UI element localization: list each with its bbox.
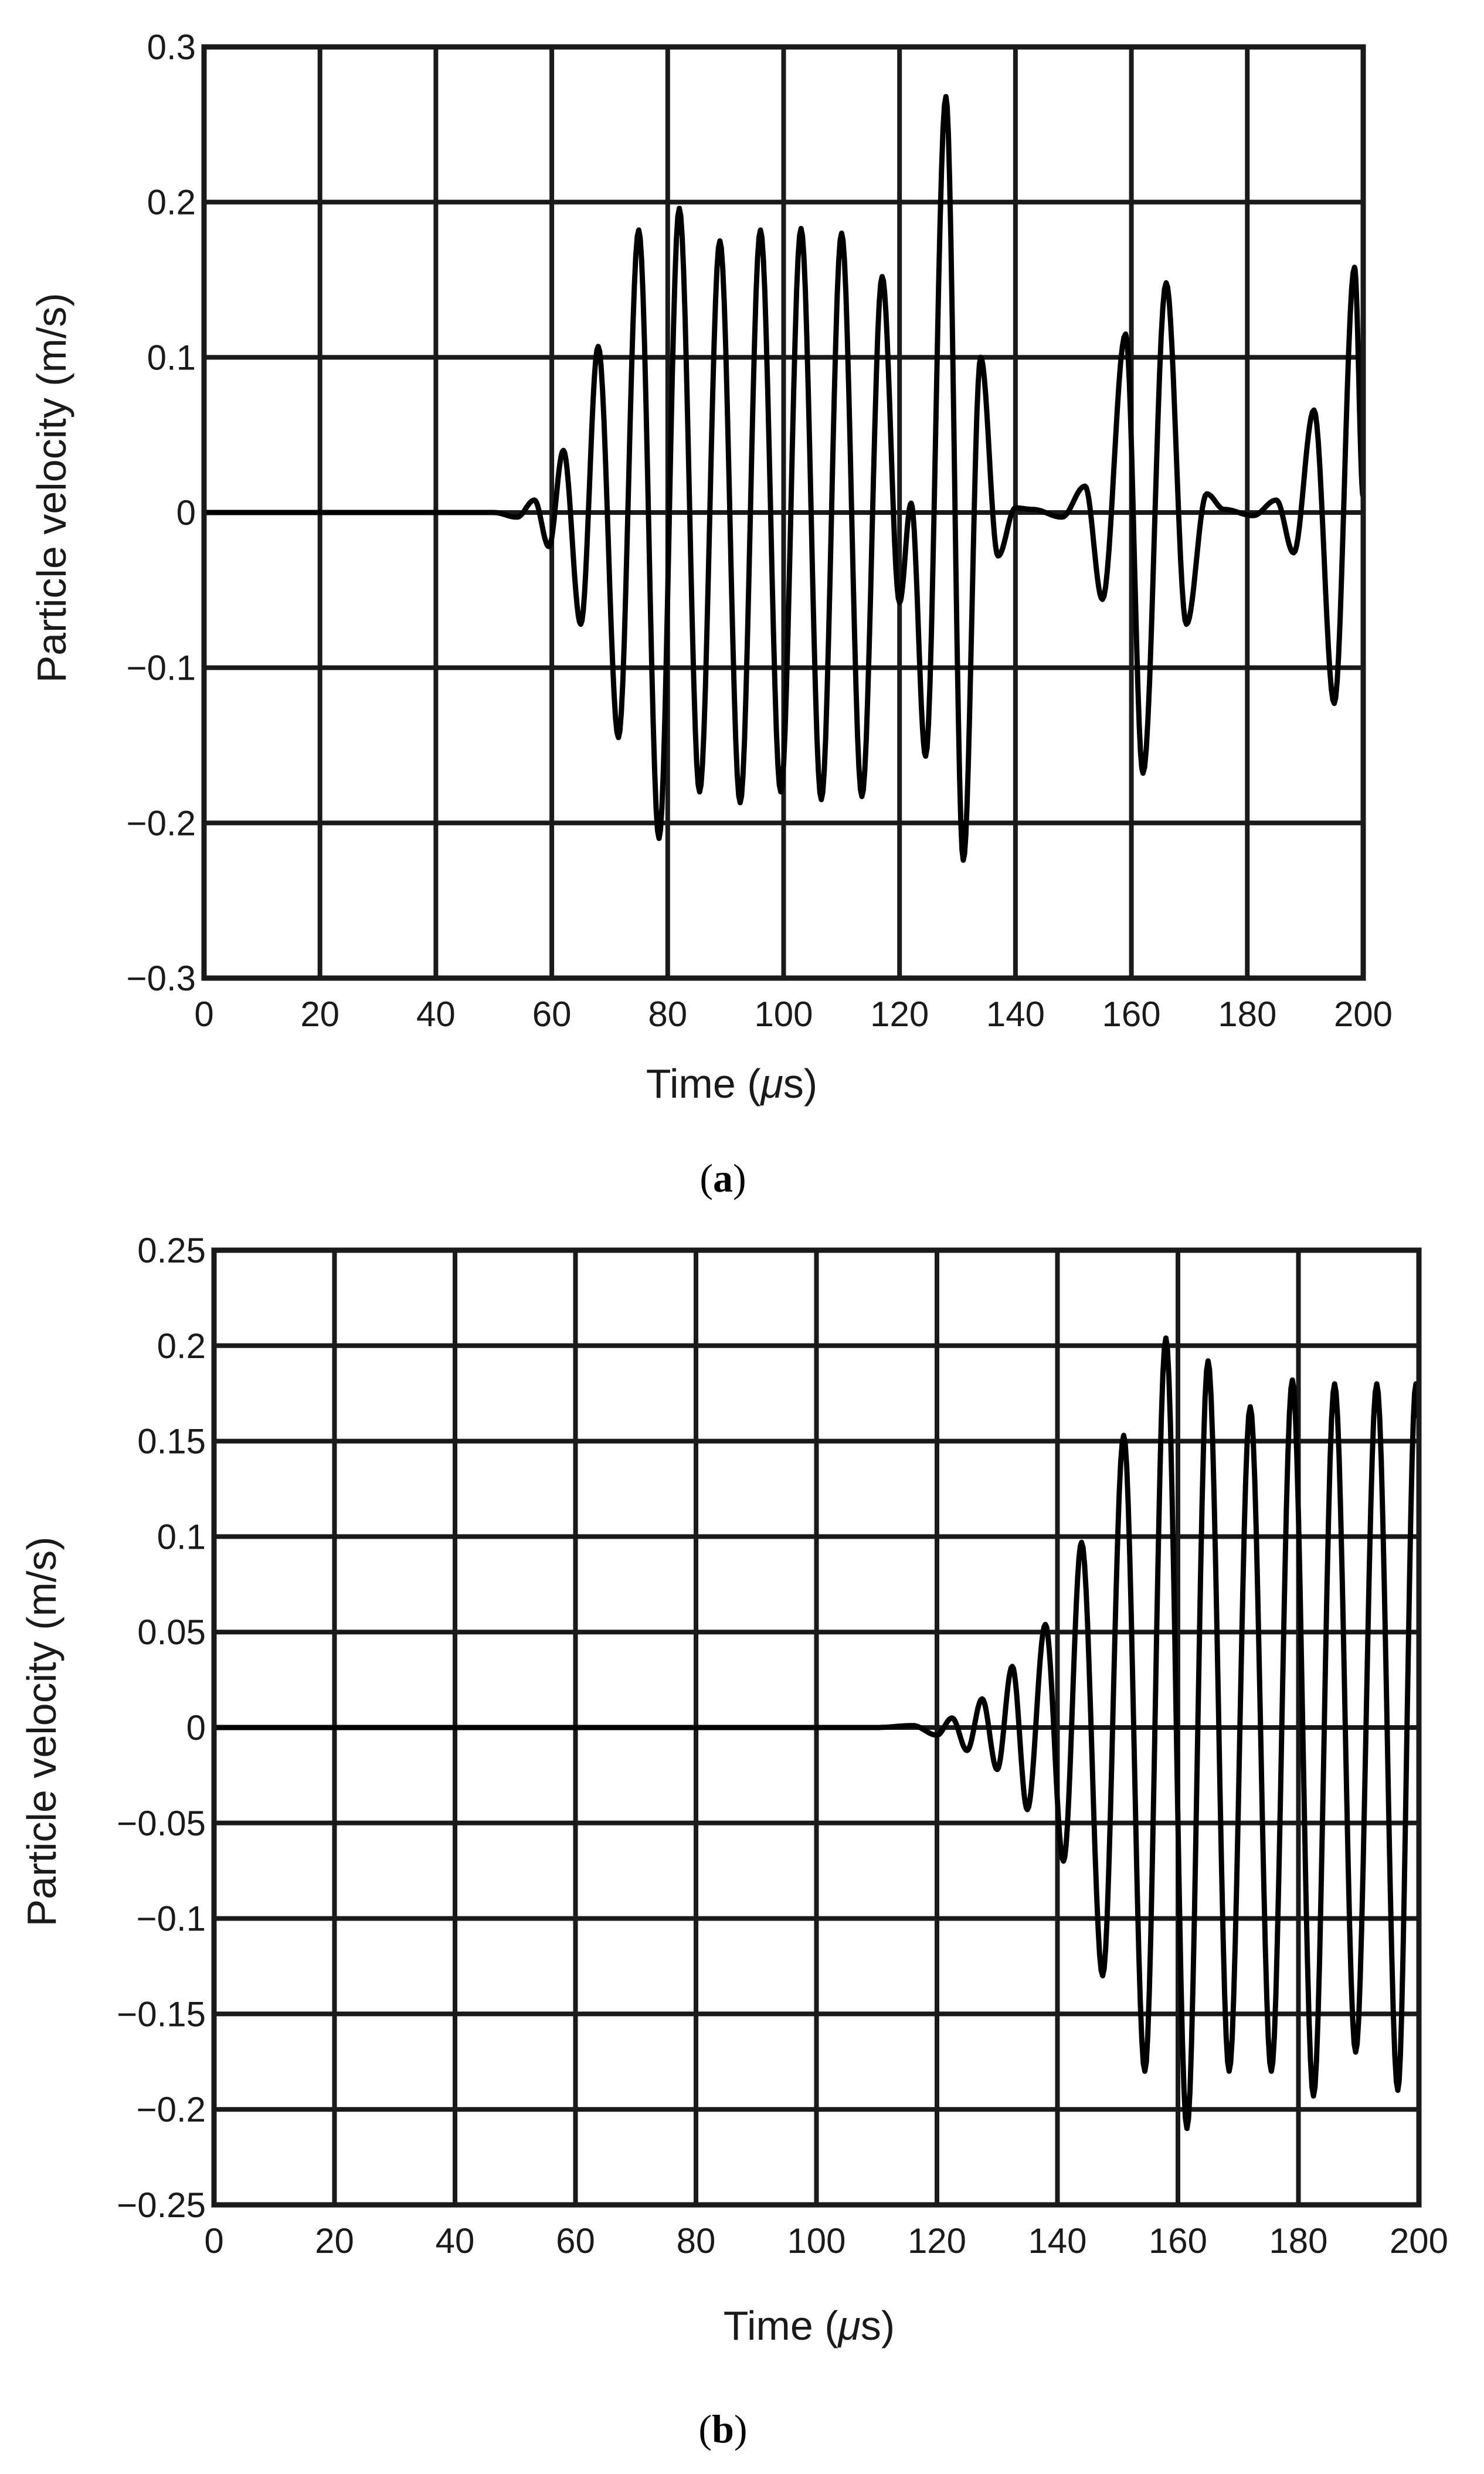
x-tick-label-a: 160 [1102,995,1161,1034]
y-tick-label-a: −0.1 [127,649,196,688]
panel-label-a: (a) [699,1156,746,1200]
y-tick-label-a: 0.1 [147,338,196,377]
y-tick-label-b: 0.15 [137,1422,206,1461]
y-tick-labels-a: −0.3 −0.2 −0.1 0 0.1 0.2 0.3 [127,28,196,998]
x-tick-label-a: 200 [1334,995,1393,1034]
y-tick-label-a: 0.3 [147,28,196,67]
x-tick-label-a: 100 [754,995,813,1034]
y-tick-label-b: −0.2 [137,2090,206,2129]
x-tick-label-a: 80 [648,995,687,1034]
y-tick-label-b: 0.25 [137,1231,206,1270]
x-tick-label-b: 200 [1390,2221,1448,2261]
y-tick-label-b: 0.2 [157,1326,206,1366]
y-tick-label-a: −0.3 [127,959,196,998]
x-tick-label-a: 180 [1218,995,1276,1034]
y-tick-label-b: −0.15 [117,1994,206,2034]
panel-label-b: (b) [698,2407,747,2451]
y-tick-label-b: 0 [186,1708,206,1747]
x-tick-label-b: 20 [315,2221,354,2261]
x-tick-label-a: 120 [870,995,929,1034]
x-tick-label-a: 60 [532,995,572,1034]
x-tick-label-a: 0 [194,995,213,1034]
y-tick-label-b: −0.05 [117,1804,206,1843]
y-axis-label-a: Particle velocity (m/s) [29,293,74,683]
y-tick-label-b: 0.1 [157,1517,206,1556]
x-tick-label-b: 100 [787,2221,845,2261]
y-tick-label-b: 0.05 [137,1613,206,1652]
x-tick-label-b: 60 [556,2221,595,2261]
plot-frame-b [211,1247,1422,2208]
x-tick-label-b: 140 [1028,2221,1086,2261]
x-tick-label-a: 20 [300,995,339,1034]
y-tick-labels-b: −0.25 −0.2 −0.15 −0.1 −0.05 0 0.05 0.1 0.15 0.2 0.… [117,1231,206,2225]
plot-frame-a [201,44,1366,981]
y-tick-label-a: 0 [176,493,196,532]
x-axis-label-b: Time (μs) [724,2303,895,2349]
x-tick-label-b: 180 [1269,2221,1327,2261]
x-tick-label-b: 80 [677,2221,716,2261]
y-axis-label-b: Particle velocity (m/s) [19,1536,64,1926]
x-tick-labels-a: 0 20 40 60 80 100 120 140 160 180 200 [194,995,1393,1034]
y-tick-label-b: −0.1 [137,1899,206,1939]
chart-panel-a: −0.3 −0.2 −0.1 0 0.1 0.2 0.3 0 20 40 60 80 100 120 14… [29,28,1393,1200]
y-tick-label-b: −0.25 [117,2185,206,2225]
x-tick-label-b: 120 [908,2221,966,2261]
x-tick-label-b: 0 [204,2221,223,2261]
x-tick-label-a: 140 [986,995,1045,1034]
y-tick-label-a: 0.2 [147,183,196,222]
x-tick-label-b: 40 [436,2221,475,2261]
x-tick-labels-b: 0 20 40 60 80 100 120 140 160 180 200 [204,2221,1448,2261]
chart-panel-b: −0.25 −0.2 −0.15 −0.1 −0.05 0 0.05 0.1 0.15 0.2 0.… [19,1231,1448,2451]
y-tick-label-a: −0.2 [127,803,196,843]
x-axis-label-a: Time (μs) [646,1061,817,1107]
x-tick-label-b: 160 [1149,2221,1207,2261]
series-line-b [211,1335,1422,2132]
x-tick-label-a: 40 [416,995,456,1034]
series-line-a [201,94,1366,863]
